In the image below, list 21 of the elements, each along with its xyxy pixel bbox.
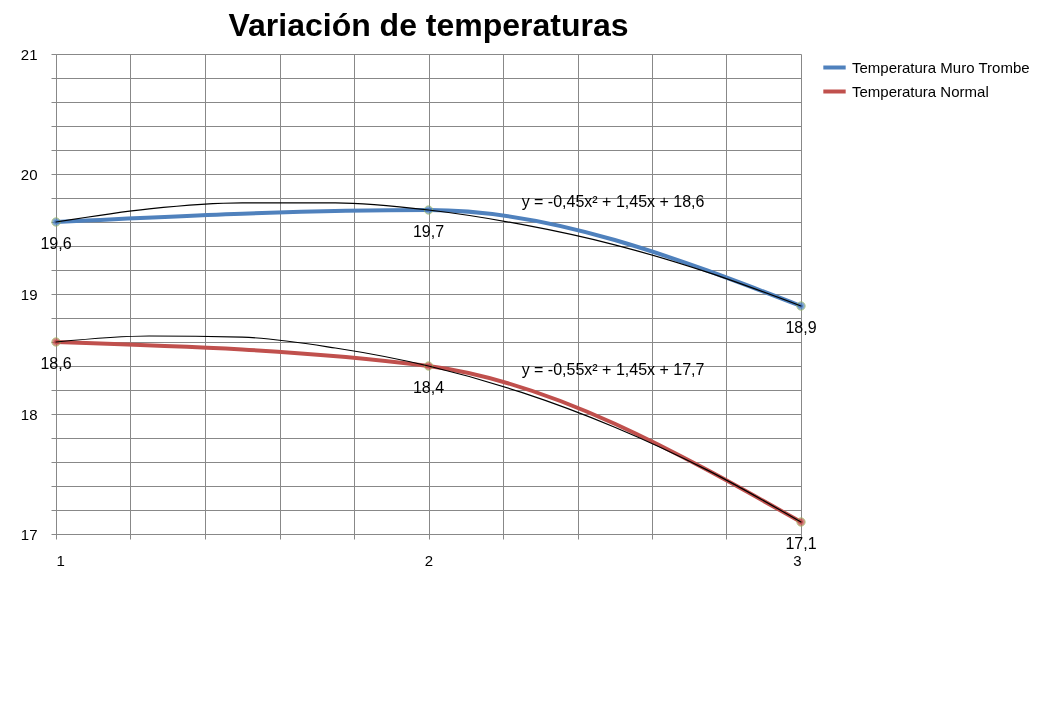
data-label: 17,1 [785, 535, 817, 552]
chart-title: Variación de temperaturas [228, 7, 629, 43]
x-tick-label: 3 [793, 551, 802, 569]
point [796, 301, 806, 311]
point [796, 517, 806, 527]
data-label: 18,4 [412, 379, 445, 396]
legend-label: Temperatura Muro Trombe [852, 58, 1030, 76]
y-tick-label: 19 [20, 285, 38, 303]
data-label: 19,7 [412, 223, 445, 240]
y-tick-label: 21 [20, 45, 38, 63]
x-tick-label: 2 [424, 551, 434, 569]
x-tick-label: 1 [56, 551, 65, 569]
data-label: 18,6 [40, 355, 72, 372]
y-tick-label: 18 [20, 405, 38, 423]
annotation: y = -0,45x² + 1,45x + 18,6 [521, 193, 705, 211]
data-label: 18,9 [785, 319, 817, 336]
legend-label: Temperatura Normal [852, 82, 989, 100]
annotation: y = -0,55x² + 1,45x + 17,7 [521, 361, 705, 379]
y-tick-label: 20 [20, 165, 38, 183]
data-label: 19,6 [40, 235, 72, 252]
y-tick-label: 17 [20, 525, 38, 543]
